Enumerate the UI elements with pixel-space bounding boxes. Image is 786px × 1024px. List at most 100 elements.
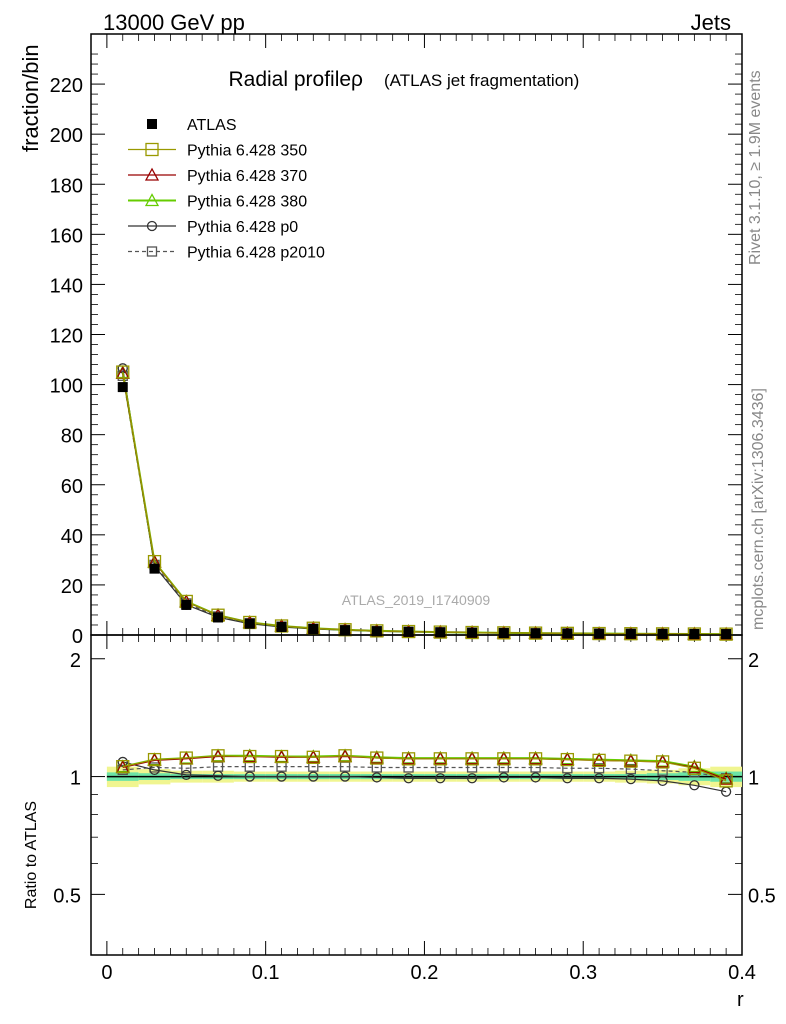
chart-subtitle: (ATLAS jet fragmentation) (384, 71, 579, 90)
data-point-p350 (433, 625, 447, 639)
ratio-point-p370 (687, 760, 702, 774)
ratio-point-p0 (181, 769, 192, 781)
data-point-atlas (340, 625, 351, 636)
y-tick-label: 160 (50, 225, 83, 247)
ratio-y-tick-label: 1 (70, 768, 81, 790)
ratio-y-tick-label-right: 2 (748, 650, 759, 672)
data-point-p350 (560, 626, 574, 640)
y-tick-label: 80 (61, 426, 83, 448)
y-tick-label: 0 (72, 626, 83, 648)
y-tick-label: 20 (61, 576, 83, 598)
data-point-atlas (689, 629, 700, 640)
ratio-line-p350 (122, 755, 727, 782)
ratio-y-tick-label-right: 0.5 (748, 885, 776, 907)
ratio-point-p0 (466, 773, 478, 784)
header-energy: 13000 GeV pp (103, 10, 245, 35)
ratio-point-p0 (625, 773, 637, 785)
ratio-point-p370 (719, 771, 734, 785)
y-tick-label: 220 (50, 75, 83, 97)
ratio-point-p350 (433, 752, 447, 766)
ratio-point-p350 (147, 752, 162, 767)
ratio-point-p350 (719, 774, 733, 788)
y-tick-label: 100 (50, 376, 83, 398)
ratio-point-p0 (562, 773, 573, 784)
ratio-y-label: Ratio to ATLAS (23, 801, 40, 909)
legend-marker-p350 (145, 142, 159, 157)
ratio-line-p0 (122, 761, 727, 793)
data-point-atlas (435, 627, 446, 638)
data-point-atlas (181, 599, 192, 610)
ratio-point-p350 (465, 752, 479, 766)
data-point-atlas (276, 621, 287, 632)
y-tick-label: 40 (61, 526, 83, 548)
legend-label-p370: Pythia 6.428 370 (187, 168, 307, 185)
legend-label-p0: Pythia 6.428 p0 (187, 219, 298, 236)
x-tick-label: 0.4 (728, 962, 756, 984)
data-point-atlas (721, 629, 732, 640)
ratio-point-p0 (593, 773, 605, 784)
legend: ATLAS Pythia 6.428 350 Pythia 6.428 370 Pyt… (128, 117, 325, 262)
data-point-p350 (465, 625, 479, 640)
data-point-p350 (687, 627, 702, 641)
ratio-point-p2010 (593, 763, 605, 774)
ratio-frame (90, 634, 743, 956)
data-point-atlas (403, 626, 414, 637)
legend-marker-p0 (146, 220, 158, 232)
ratio-point-p0 (689, 780, 700, 791)
data-point-atlas (594, 628, 605, 639)
data-point-atlas (530, 628, 541, 639)
ratio-point-p350 (497, 752, 511, 766)
legend-marker-atlas (147, 119, 157, 129)
ratio-point-p350 (687, 761, 702, 775)
data-point-p350 (116, 365, 130, 379)
ratio-point-p350 (306, 750, 320, 764)
ratio-point-p350 (560, 752, 574, 767)
legend-label-p350: Pythia 6.428 350 (187, 143, 307, 160)
ratio-point-p0 (657, 775, 668, 787)
ratio-y-tick-label: 0.5 (53, 885, 81, 907)
ratio-point-p0 (530, 772, 541, 783)
data-point-atlas (467, 627, 478, 638)
data-point-atlas (213, 612, 224, 623)
ratio-point-p350 (274, 749, 289, 764)
ratio-point-p350 (211, 749, 225, 763)
ratio-point-p350 (655, 755, 670, 769)
ratio-panel: 0 0.1 0.2 0.3 0.4 0.5 0.5 1 1 2 2 (53, 34, 776, 984)
data-point-atlas (562, 628, 573, 639)
analysis-watermark: ATLAS_2019_I1740909 (342, 592, 491, 608)
ratio-point-p0 (339, 771, 351, 782)
ratio-point-p0 (435, 773, 446, 784)
y-tick-label: 200 (50, 125, 83, 147)
ratio-point-p0 (244, 771, 255, 782)
legend-marker-p370 (144, 167, 160, 181)
x-tick-label: 0.1 (252, 962, 280, 984)
ratio-point-p350 (370, 751, 384, 765)
ratio-line-p2010 (122, 766, 727, 779)
data-point-atlas (149, 563, 160, 574)
data-point-p350 (370, 624, 384, 638)
data-point-p350 (497, 626, 511, 640)
rivet-label: Rivet 3.1.10, ≥ 1.9M events (747, 70, 764, 265)
legend-marker-p380 (144, 193, 160, 207)
ratio-point-p0 (403, 773, 414, 784)
data-point-atlas (244, 618, 255, 629)
legend-label-p2010: Pythia 6.428 p2010 (187, 245, 325, 262)
data-point-p350 (306, 621, 320, 635)
data-point-atlas (117, 382, 128, 393)
ratio-point-p350 (401, 752, 416, 766)
ratio-point-p350 (624, 754, 638, 768)
x-tick-label: 0.2 (411, 962, 439, 984)
source-label: mcplots.cern.ch [arXiv:1306.3436] (750, 388, 767, 630)
ratio-point-p0 (212, 770, 224, 781)
data-point-atlas (657, 628, 668, 639)
ratio-point-p350 (116, 760, 130, 774)
data-point-atlas (625, 628, 636, 639)
ratio-point-p350 (338, 749, 352, 763)
ratio-point-p0 (308, 771, 319, 782)
header-category: Jets (691, 10, 731, 35)
x-tick-label: 0 (101, 962, 112, 984)
ratio-point-p0 (498, 772, 509, 783)
y-axis-label: fraction/bin (18, 44, 43, 152)
ratio-y-tick-label: 2 (70, 650, 81, 672)
